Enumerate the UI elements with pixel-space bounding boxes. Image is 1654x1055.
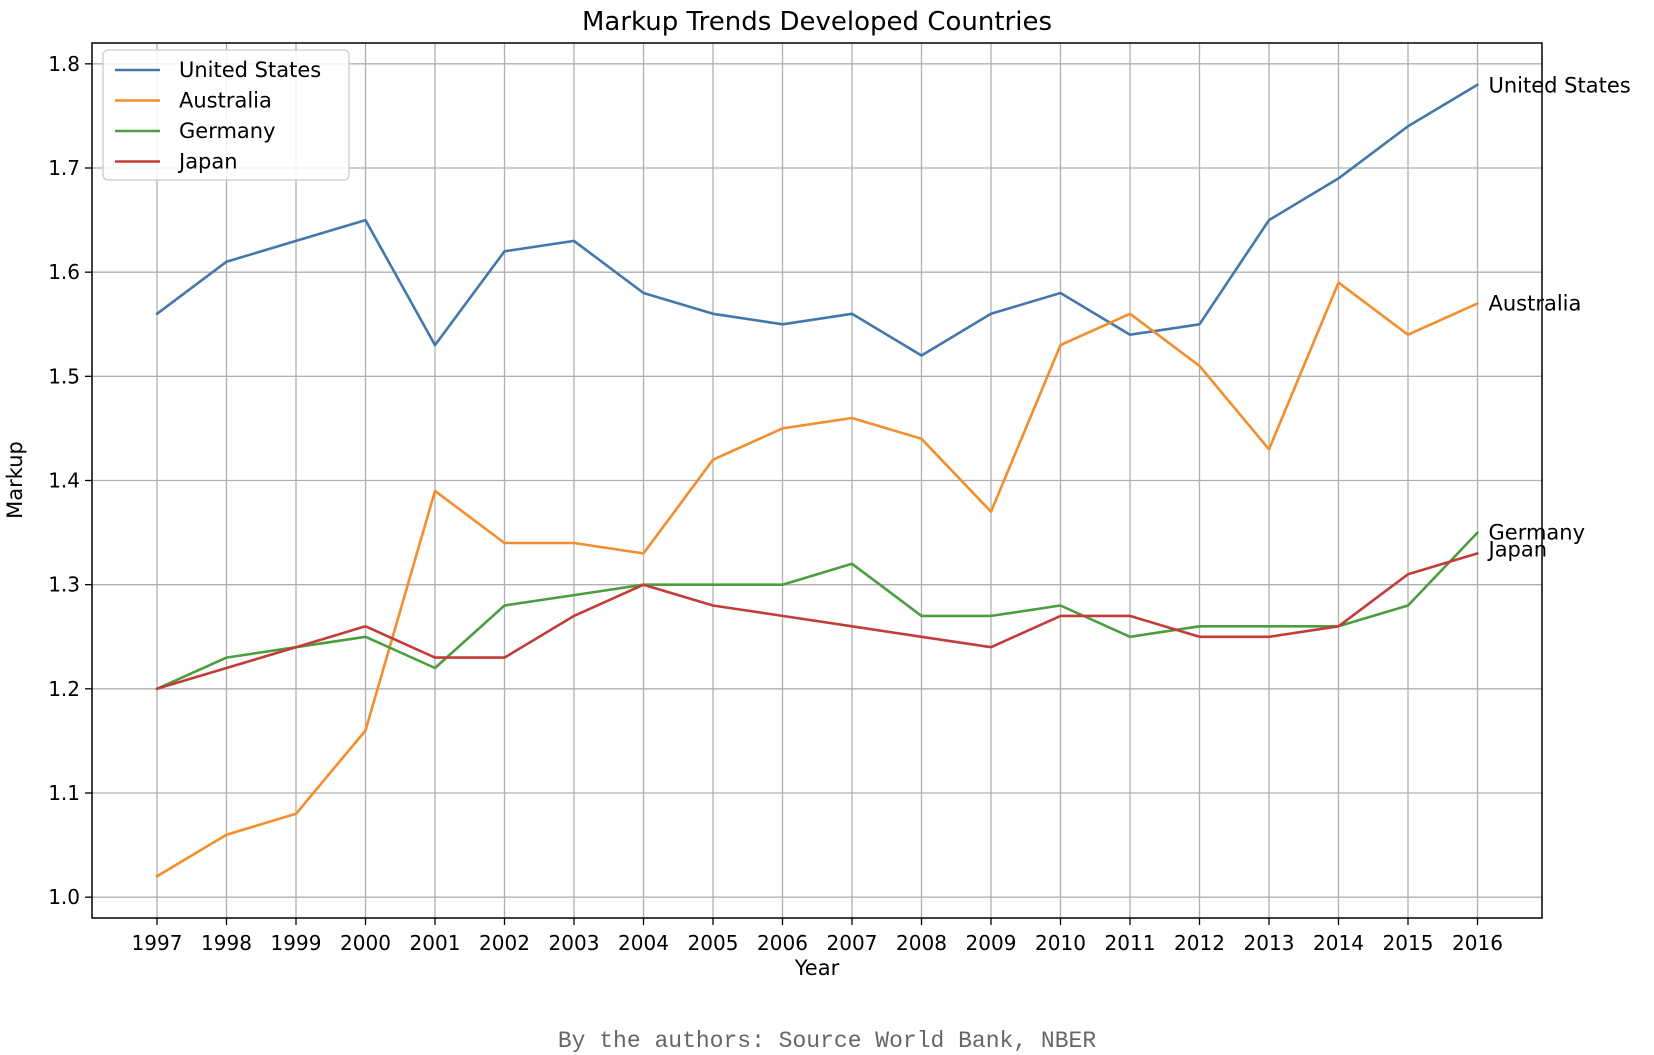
x-tick-label: 2016 <box>1452 931 1503 955</box>
end-label-united-states: United States <box>1489 74 1631 98</box>
x-tick-label: 2006 <box>757 931 808 955</box>
end-label-japan: Japan <box>1487 537 1548 561</box>
markup-line-chart: Markup Trends Developed Countries 1.0 1.1… <box>3 7 1631 980</box>
x-tick-label: 1999 <box>271 931 322 955</box>
legend: United States Australia Germany Japan <box>102 49 350 181</box>
chart-title: Markup Trends Developed Countries <box>582 7 1052 37</box>
plot-frame <box>91 42 1543 919</box>
legend-label-germany: Germany <box>179 119 276 143</box>
y-tick-label: 1.7 <box>48 156 80 180</box>
x-tick-label: 2004 <box>618 931 669 955</box>
x-tick-label: 2013 <box>1244 931 1295 955</box>
source-note: By the authors: Source World Bank, NBER <box>557 1028 1097 1054</box>
chart-gridlines <box>92 43 1542 918</box>
y-tick-label: 1.5 <box>48 364 80 388</box>
y-axis-label: Markup <box>3 441 27 519</box>
legend-label-australia: Australia <box>179 89 272 113</box>
series-lines <box>155 83 1479 878</box>
y-tick-label: 1.6 <box>48 260 80 284</box>
x-tick-label: 2010 <box>1035 931 1086 955</box>
x-axis-label: Year <box>794 956 840 980</box>
y-tick-label: 1.8 <box>48 52 80 76</box>
x-axis-ticks: 1997 1998 1999 2000 2001 2002 2003 2004 2005 2006… <box>132 918 1503 955</box>
x-tick-label: 2015 <box>1383 931 1434 955</box>
x-tick-label: 2001 <box>410 931 461 955</box>
x-tick-label: 2005 <box>688 931 739 955</box>
end-label-germany: Germany <box>1489 521 1586 545</box>
x-tick-label: 2002 <box>479 931 530 955</box>
x-tick-label: 2014 <box>1313 931 1364 955</box>
x-tick-label: 2009 <box>966 931 1017 955</box>
series-line-japan <box>155 552 1479 691</box>
y-tick-label: 1.1 <box>48 781 80 805</box>
y-tick-label: 1.3 <box>48 573 80 597</box>
x-tick-label: 2012 <box>1174 931 1225 955</box>
legend-box <box>102 49 350 181</box>
x-tick-label: 2011 <box>1105 931 1156 955</box>
legend-label-japan: Japan <box>177 150 238 174</box>
x-tick-label: 2003 <box>549 931 600 955</box>
legend-label-united-states: United States <box>179 58 321 82</box>
y-tick-label: 1.2 <box>48 677 80 701</box>
y-tick-label: 1.0 <box>48 885 80 909</box>
y-tick-label: 1.4 <box>48 469 80 493</box>
x-tick-label: 1998 <box>201 931 252 955</box>
x-tick-label: 1997 <box>132 931 183 955</box>
x-tick-label: 2008 <box>896 931 947 955</box>
x-tick-label: 2007 <box>827 931 878 955</box>
end-label-australia: Australia <box>1489 291 1582 315</box>
x-tick-label: 2000 <box>340 931 391 955</box>
series-line-united-states <box>155 83 1479 357</box>
y-axis-ticks: 1.0 1.1 1.2 1.3 1.4 1.5 1.6 1.7 1.8 <box>48 52 92 909</box>
series-line-australia <box>155 281 1479 878</box>
series-line-germany <box>155 531 1479 691</box>
